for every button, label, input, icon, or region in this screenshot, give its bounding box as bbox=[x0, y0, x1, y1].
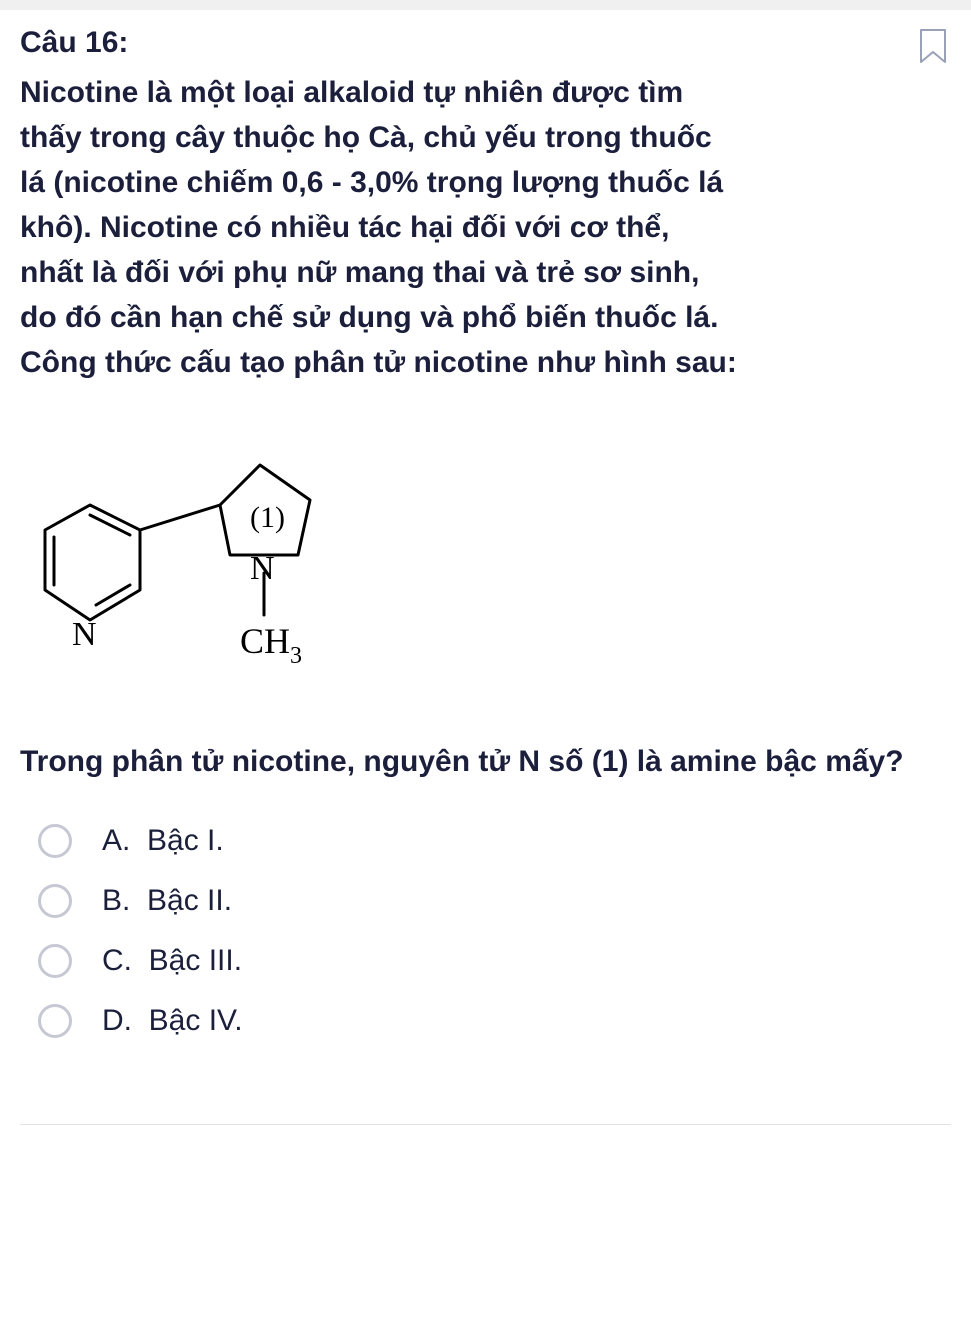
option-label: A. Bậc I. bbox=[102, 824, 224, 858]
radio-unchecked-icon bbox=[38, 824, 72, 858]
bookmark-button[interactable] bbox=[919, 28, 949, 71]
option-d[interactable]: D. Bậc IV. bbox=[38, 1004, 951, 1038]
option-label: B. Bậc II. bbox=[102, 884, 232, 918]
option-a[interactable]: A. Bậc I. bbox=[38, 824, 951, 858]
question-text: Nicotine là một loại alkaloid tự nhiên đ… bbox=[20, 70, 740, 385]
option-b[interactable]: B. Bậc II. bbox=[38, 884, 951, 918]
option-label: D. Bậc IV. bbox=[102, 1004, 243, 1038]
diagram-ch3: CH3 bbox=[240, 621, 302, 669]
nicotine-structure-diagram: N (1) N CH3 bbox=[30, 445, 951, 710]
radio-unchecked-icon bbox=[38, 944, 72, 978]
diagram-marker-one: (1) bbox=[250, 501, 285, 534]
diagram-n-pyrrolidine: N bbox=[250, 550, 275, 587]
option-c[interactable]: C. Bậc III. bbox=[38, 944, 951, 978]
radio-unchecked-icon bbox=[38, 1004, 72, 1038]
bookmark-icon bbox=[919, 28, 949, 66]
question-number: Câu 16: bbox=[20, 26, 951, 60]
option-label: C. Bậc III. bbox=[102, 944, 242, 978]
diagram-n-pyridine: N bbox=[72, 616, 97, 653]
answer-options: A. Bậc I. B. Bậc II. C. Bậc III. D. Bậc … bbox=[38, 824, 951, 1038]
question-followup: Trong phân tử nicotine, nguyên tử N số (… bbox=[20, 740, 951, 784]
top-bar bbox=[0, 0, 971, 10]
question-content: Câu 16: Nicotine là một loại alkaloid tự… bbox=[0, 10, 971, 1094]
bottom-divider bbox=[20, 1124, 951, 1125]
radio-unchecked-icon bbox=[38, 884, 72, 918]
